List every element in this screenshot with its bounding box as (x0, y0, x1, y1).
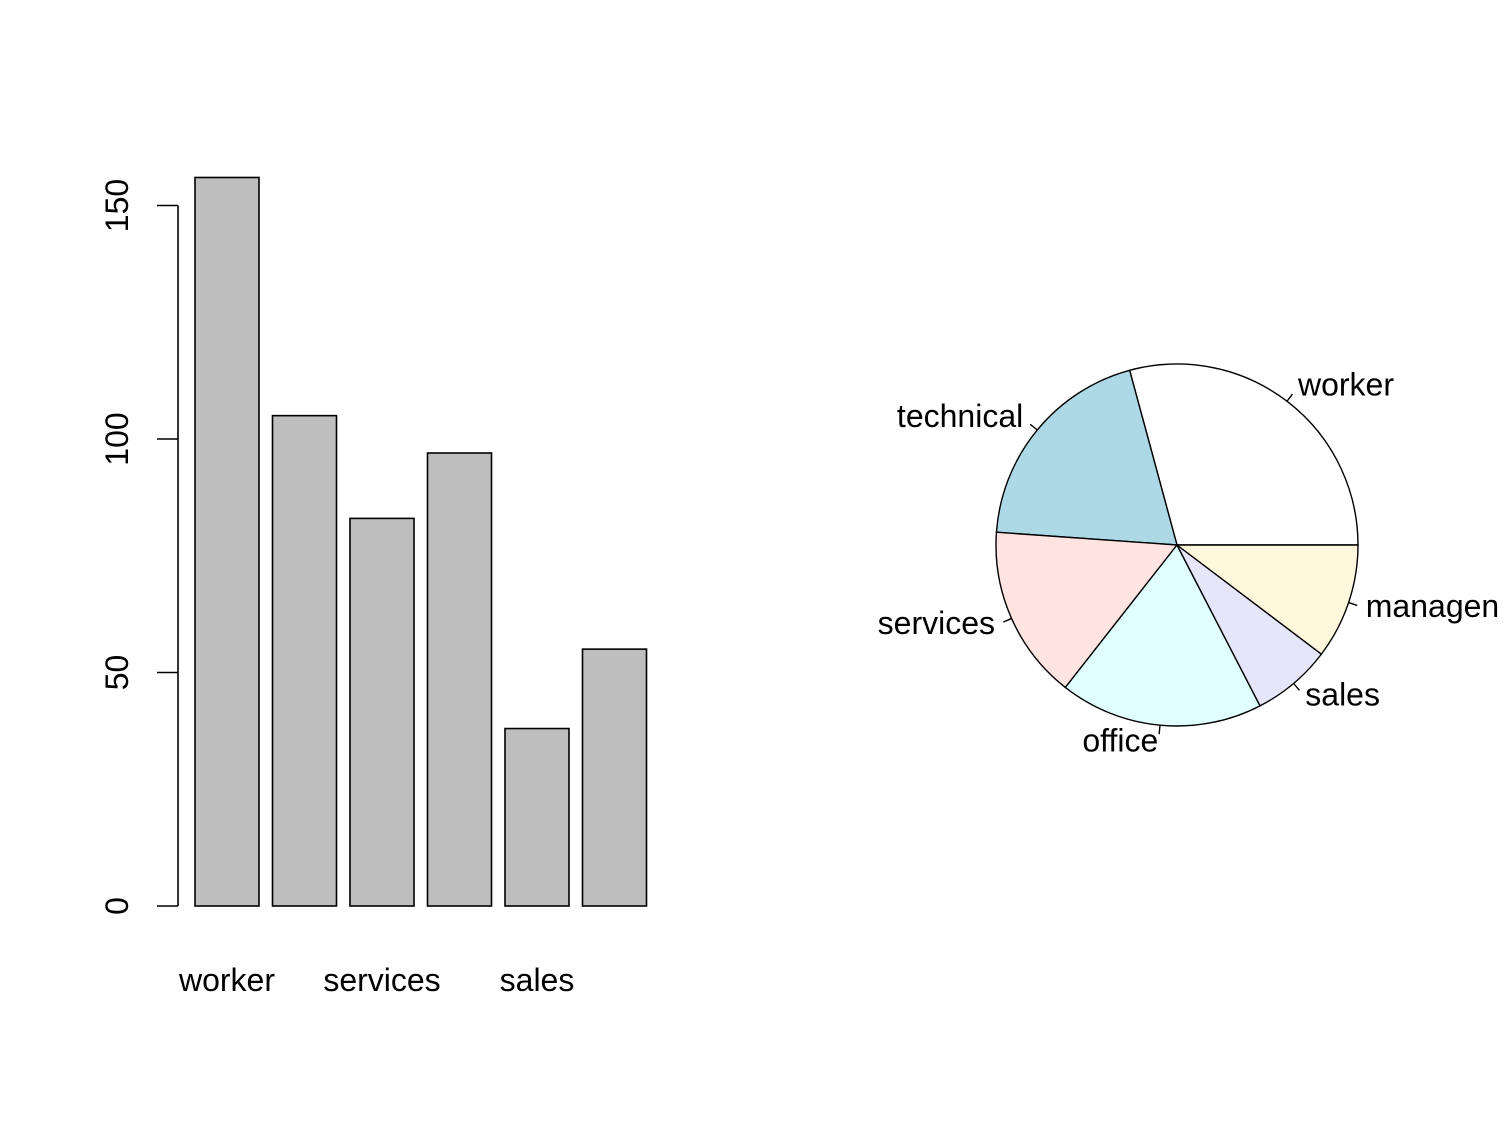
slice-label: sales (1305, 677, 1380, 713)
bar-management (581, 648, 648, 907)
slice-label: managen (1366, 588, 1499, 624)
slice-leader (1029, 423, 1038, 431)
slice-office (1064, 543, 1261, 727)
slice-label: office (1082, 723, 1158, 759)
slice-management (1174, 544, 1359, 656)
slice-leader (1003, 617, 1012, 623)
slice-label: services (878, 605, 995, 641)
bar-technical (271, 414, 338, 907)
slice-worker (1128, 363, 1359, 546)
pie-chart: worker technical services office sales manage… (878, 363, 1499, 759)
slice-label: worker (1297, 366, 1394, 402)
x-tick-label: sales (500, 962, 575, 998)
y-tick-label: 100 (99, 412, 135, 465)
bar-office (426, 452, 493, 907)
slice-technical (995, 369, 1178, 546)
x-tick-label: services (323, 962, 440, 998)
bar-sales (504, 727, 570, 907)
slice-leader (1286, 393, 1294, 402)
slice-leader (1158, 725, 1161, 735)
y-tick-label: 0 (99, 897, 135, 915)
bar-chart: 0 50 100 150 worker services sales (99, 176, 648, 998)
x-tick-label: worker (178, 962, 275, 998)
slice-leader (1293, 682, 1300, 691)
bar-worker (194, 176, 260, 907)
y-tick-label: 150 (99, 179, 135, 232)
bar-services (349, 517, 415, 907)
slice-label: technical (897, 398, 1023, 434)
slice-leader (1348, 601, 1358, 607)
y-tick-label: 50 (99, 655, 135, 691)
